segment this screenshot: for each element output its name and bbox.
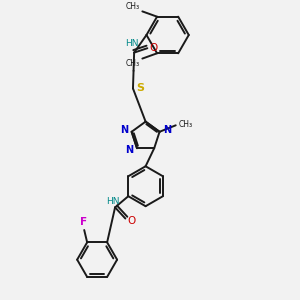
Text: F: F: [80, 217, 87, 227]
Text: N: N: [125, 145, 133, 155]
Text: S: S: [136, 83, 145, 93]
Text: CH₃: CH₃: [179, 120, 193, 129]
Text: CH₃: CH₃: [126, 59, 140, 68]
Text: O: O: [150, 43, 158, 52]
Text: CH₃: CH₃: [126, 2, 140, 11]
Text: N: N: [164, 125, 172, 135]
Text: HN: HN: [106, 197, 120, 206]
Text: HN: HN: [125, 39, 138, 48]
Text: N: N: [120, 125, 128, 135]
Text: O: O: [128, 216, 136, 226]
